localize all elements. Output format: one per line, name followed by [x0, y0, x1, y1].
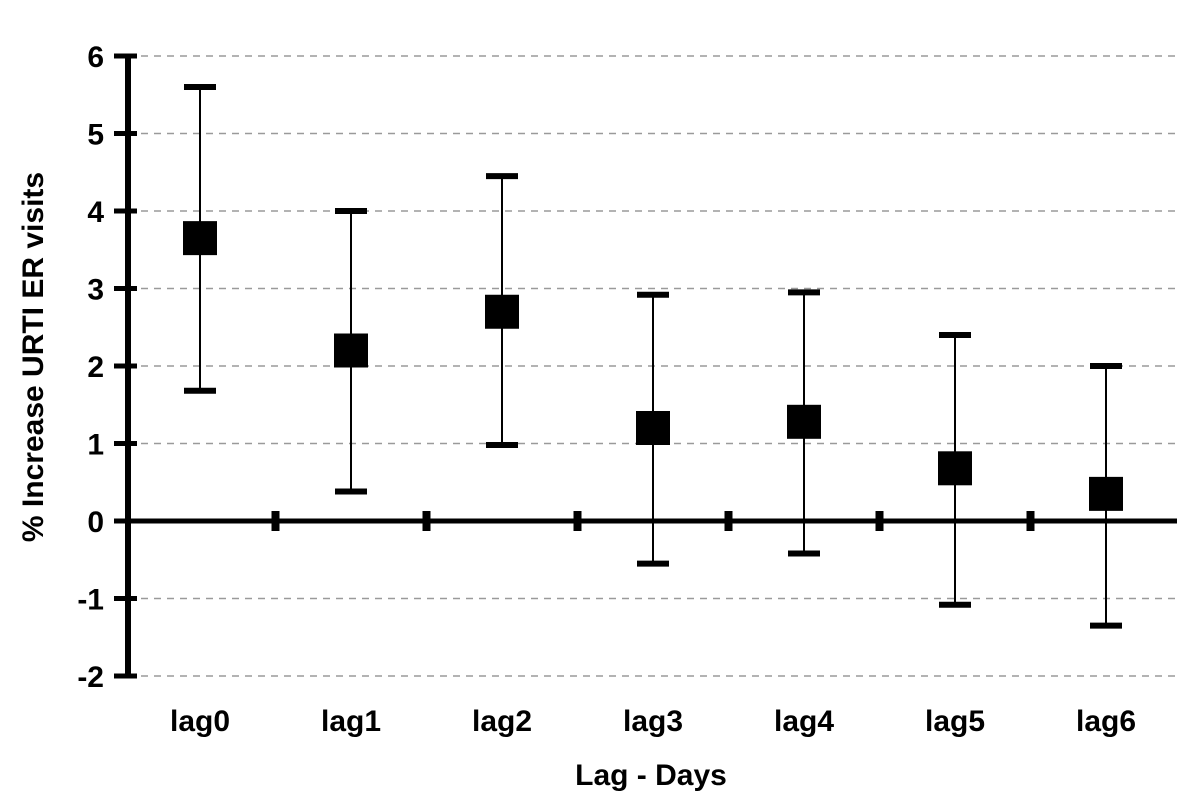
data-point-lag4	[787, 404, 821, 439]
x-tick-label-lag0: lag0	[170, 705, 230, 738]
y-tick-label: 6	[87, 41, 104, 74]
y-axis-title: % Increase URTI ER visits	[17, 172, 50, 542]
y-tick-label: -2	[77, 661, 104, 694]
x-tick-label-lag5: lag5	[925, 705, 985, 738]
y-tick-label: 5	[87, 119, 104, 152]
y-tick-label: 3	[87, 274, 104, 307]
data-point-lag0	[183, 221, 217, 256]
axes	[114, 53, 1177, 679]
x-axis-title: Lag - Days	[575, 759, 727, 792]
x-tick-label-lag4: lag4	[774, 705, 834, 738]
y-tick-label: -1	[77, 584, 104, 617]
data-point-lag1	[334, 333, 368, 368]
data-point-lag6	[1089, 476, 1123, 511]
x-tick-label-lag3: lag3	[623, 705, 683, 738]
x-tick-label-lag2: lag2	[472, 705, 532, 738]
y-tick-labels: -2 -1 0 1 2 3 4 5 6	[77, 41, 104, 694]
y-tick-label: 4	[87, 196, 104, 229]
data-point-lag2	[485, 294, 519, 329]
y-tick-label: 1	[87, 429, 104, 462]
x-tick-label-lag1: lag1	[321, 705, 381, 738]
data-points	[183, 221, 1123, 511]
y-tick-label: 0	[87, 506, 104, 539]
data-point-lag3	[636, 411, 670, 445]
y-tick-label: 2	[87, 351, 104, 384]
error-bars	[184, 84, 1122, 629]
x-tick-labels: lag0 lag1 lag2 lag3 lag4 lag5 lag6	[170, 705, 1136, 738]
x-tick-label-lag6: lag6	[1076, 705, 1136, 738]
data-point-lag5	[938, 451, 972, 486]
